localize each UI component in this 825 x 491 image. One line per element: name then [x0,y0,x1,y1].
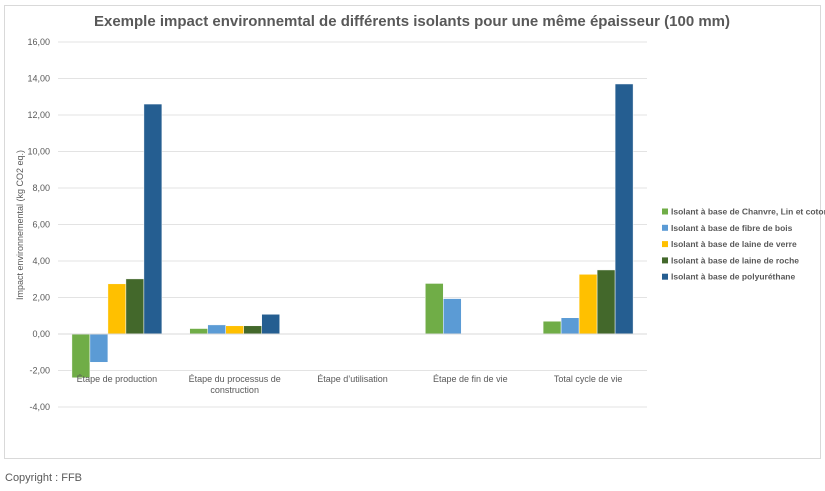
y-tick-label: -4,00 [29,402,50,412]
bar-2-2 [207,324,226,335]
bar-1-4 [425,283,444,335]
legend-swatch [662,241,668,248]
copyright-text: Copyright : FFB [5,472,83,484]
y-tick-label: -2,00 [29,366,50,376]
x-tick-label: Total cycle de vie [554,374,623,384]
bar-4-1 [125,278,145,335]
legend-swatch [662,224,668,231]
x-tick-label: Étape de production [77,374,158,384]
x-tick-label: Étape du processus de construction [189,374,281,395]
bar-5-5 [614,83,634,335]
bar-4-5 [596,269,616,335]
y-tick-label: 0,00 [32,329,50,339]
y-tick-label: 14,00 [27,74,50,84]
y-tick-label: 12,00 [27,110,50,120]
chart-title: Exemple impact environnemtal de différen… [94,13,730,30]
y-tick-label: 8,00 [32,183,50,193]
bar-1-1 [71,333,91,379]
bar-3-2 [225,325,244,335]
bar-1-5 [542,320,562,335]
x-tick-label: Étape d’utilisation [317,374,388,384]
legend-swatch [662,257,668,264]
bar-5-1 [143,103,163,335]
y-tick-label: 16,00 [27,37,50,47]
y-tick-label: 2,00 [32,293,50,303]
bar-2-1 [89,333,109,363]
legend-label: Isolant à base de polyuréthane [671,272,796,282]
bar-2-5 [560,317,580,335]
chart-frame [4,5,821,459]
legend-swatch [662,208,668,215]
bar-4-2 [243,325,262,335]
legend-label: Isolant à base de fibre de bois [671,223,793,233]
legend-swatch [662,273,668,280]
bar-3-5 [578,274,598,335]
y-tick-label: 10,00 [27,147,50,157]
bar-2-4 [443,298,462,335]
legend-label: Isolant à base de laine de roche [671,255,799,265]
y-tick-label: 6,00 [32,220,50,230]
bar-5-2 [261,314,280,335]
y-axis-label: Impact environnemental (kg CO2 eq.) [15,150,25,300]
x-tick-label: Étape de fin de vie [433,374,508,384]
bar-3-1 [107,283,127,335]
legend-label: Isolant à base de Chanvre, Lin et coton [671,207,825,217]
bar-1-2 [189,328,208,335]
y-tick-label: 4,00 [32,256,50,266]
legend-label: Isolant à base de laine de verre [671,239,797,249]
